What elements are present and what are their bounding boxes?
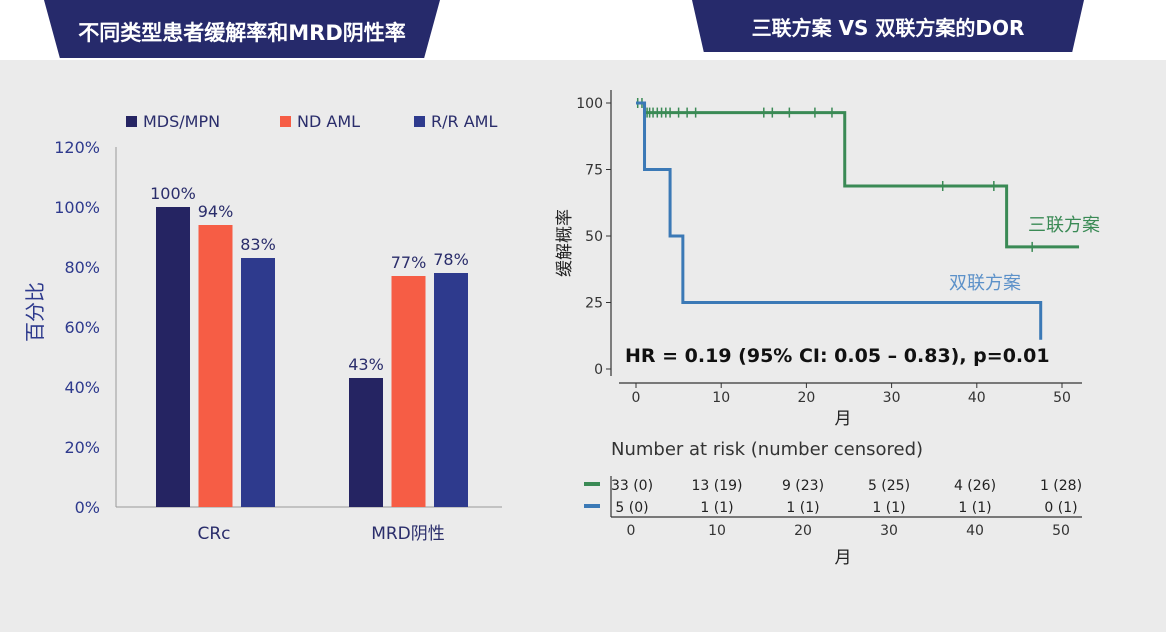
km-y-tick: 50 (585, 229, 603, 245)
bar (349, 378, 383, 507)
triplet-curve (636, 101, 1080, 249)
right-title-banner: 三联方案 VS 双联方案的DOR (692, 0, 1084, 52)
risk-cell: 5 (0) (615, 500, 648, 516)
risk-x-tick: 40 (966, 523, 984, 539)
bar (198, 225, 233, 507)
km-y-tick: 0 (594, 362, 603, 378)
legend-label: MDS/MPN (143, 112, 220, 131)
km-y-axis-label: 缓解概率 (555, 209, 575, 277)
risk-cell: 1 (1) (700, 500, 733, 516)
legend-label: R/R AML (431, 112, 497, 131)
km-x-tick: 0 (632, 390, 641, 406)
bar-y-tick: 80% (64, 258, 100, 277)
bar-data-label: 94% (198, 202, 234, 221)
risk-x-tick: 20 (794, 523, 812, 539)
km-x-tick: 50 (1053, 390, 1071, 406)
bar-y-tick: 60% (64, 318, 100, 337)
bar-y-tick: 20% (64, 438, 100, 457)
km-axes: 0 25 50 75 100 0 10 20 30 40 50 (576, 90, 1082, 406)
risk-cell: 1 (1) (958, 500, 991, 516)
legend-swatch (414, 116, 425, 127)
bar-data-label: 78% (433, 250, 469, 269)
legend-swatch (126, 116, 137, 127)
bar-x-categories: CRc MRD阴性 (197, 524, 444, 544)
bar (241, 258, 275, 507)
risk-cell: 13 (19) (691, 478, 742, 494)
bar-data-label: 100% (150, 184, 196, 203)
bar-y-tick: 0% (75, 498, 100, 517)
bar-y-tick: 120% (54, 138, 100, 157)
bar-data-label: 83% (240, 235, 276, 254)
risk-x-tick: 0 (627, 523, 636, 539)
km-y-tick: 100 (576, 96, 603, 112)
risk-cell: 33 (0) (611, 478, 653, 494)
km-y-tick: 75 (585, 163, 603, 179)
bar (391, 276, 426, 507)
doublet-series-label: 双联方案 (949, 273, 1021, 294)
km-curves (636, 98, 1080, 340)
risk-cell: 1 (28) (1040, 478, 1082, 494)
km-x-tick: 10 (712, 390, 730, 406)
bar-chart: MDS/MPN ND AML R/R AML 0%20%40%60%80%100%1… (23, 112, 502, 544)
bar-legend: MDS/MPN ND AML R/R AML (126, 112, 497, 131)
risk-cell: 1 (1) (872, 500, 905, 516)
risk-table-title: Number at risk (number censored) (611, 439, 923, 460)
bar-data-label: 77% (391, 253, 427, 272)
legend-swatch (280, 116, 291, 127)
left-title-banner: 不同类型患者缓解率和MRD阴性率 (44, 0, 440, 58)
risk-x-tick: 50 (1052, 523, 1070, 539)
risk-table: 33 (0) 13 (19) 9 (23) 5 (25) 4 (26) 1 (28) 5 (… (584, 476, 1082, 539)
bar (434, 273, 468, 507)
bar-x-category: MRD阴性 (371, 524, 445, 544)
risk-cell: 0 (1) (1044, 500, 1077, 516)
km-hr-annotation: HR = 0.19 (95% CI: 0.05 – 0.83), p=0.01 (625, 345, 1050, 367)
bar-y-ticks: 0% 20% 40% 60% 80% 100% 120% (54, 138, 100, 517)
bar-y-tick: 40% (64, 378, 100, 397)
bar (156, 207, 190, 507)
triplet-series-label: 三联方案 (1028, 215, 1100, 236)
bar-y-tick: 100% (54, 198, 100, 217)
risk-x-axis-label: 月 (835, 548, 852, 568)
risk-cell: 9 (23) (782, 478, 824, 494)
bar-marks: 100%94% 83% 43% 77% 78% (150, 184, 469, 507)
km-x-axis-label: 月 (835, 409, 852, 429)
legend-label: ND AML (297, 112, 360, 131)
bar-y-axis-label: 百分比 (23, 282, 47, 342)
risk-x-tick: 10 (708, 523, 726, 539)
doublet-curve (636, 101, 1043, 340)
km-x-tick: 30 (883, 390, 901, 406)
km-y-tick: 25 (585, 296, 603, 312)
bar-x-category: CRc (197, 524, 230, 544)
km-x-tick: 40 (968, 390, 986, 406)
risk-cell: 4 (26) (954, 478, 996, 494)
km-x-tick: 20 (797, 390, 815, 406)
risk-x-tick: 30 (880, 523, 898, 539)
risk-cell: 5 (25) (868, 478, 910, 494)
bar-data-label: 43% (348, 355, 384, 374)
risk-cell: 1 (1) (786, 500, 819, 516)
